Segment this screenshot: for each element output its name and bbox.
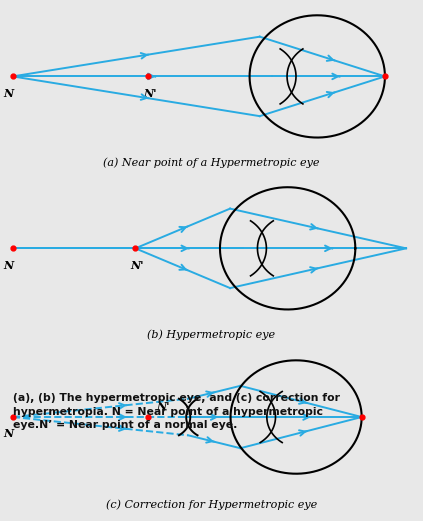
Text: (c) Correction for Hypermetropic eye: (c) Correction for Hypermetropic eye bbox=[106, 500, 317, 510]
Text: N: N bbox=[3, 89, 14, 100]
Text: N': N' bbox=[157, 401, 170, 412]
Text: N: N bbox=[3, 428, 14, 439]
Text: (a) Near point of a Hypermetropic eye: (a) Near point of a Hypermetropic eye bbox=[103, 157, 320, 168]
Text: (a), (b) The hypermetropic eye, and (c) correction for
hypermetropia. N = Near p: (a), (b) The hypermetropic eye, and (c) … bbox=[13, 393, 340, 430]
Text: N': N' bbox=[131, 260, 144, 271]
Text: N: N bbox=[3, 260, 14, 271]
Text: (b) Hypermetropic eye: (b) Hypermetropic eye bbox=[148, 329, 275, 340]
Text: N': N' bbox=[143, 89, 157, 100]
